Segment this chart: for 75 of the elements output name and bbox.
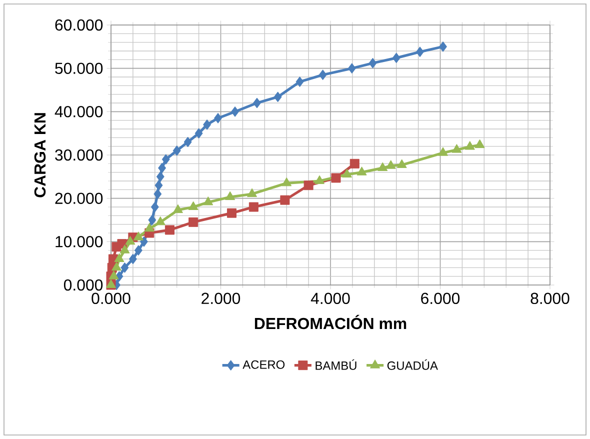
point [154, 180, 163, 191]
point [314, 175, 325, 184]
point [416, 46, 424, 58]
point [156, 171, 164, 182]
point [184, 136, 192, 148]
point [452, 144, 462, 153]
point [280, 195, 290, 205]
point [378, 162, 388, 171]
point [194, 128, 203, 139]
y-tick-label: 30.000 [55, 149, 103, 161]
point [318, 70, 327, 80]
y-tick-label: 40.000 [54, 106, 103, 118]
point [274, 92, 282, 102]
point [158, 162, 166, 174]
point [392, 52, 400, 64]
point [154, 188, 162, 200]
point [162, 154, 170, 165]
legend-label: BAMBÚ [316, 359, 356, 370]
point [252, 98, 261, 108]
point [282, 177, 292, 186]
point [111, 262, 122, 271]
point [108, 270, 119, 280]
y-axis-title: CARGA KN [34, 113, 46, 198]
point [164, 225, 174, 235]
point [203, 196, 214, 206]
legend-label: GUADÚA [387, 359, 438, 370]
point [150, 202, 159, 212]
point [172, 145, 181, 156]
point [148, 214, 156, 226]
point [214, 112, 222, 124]
point [386, 160, 396, 169]
y-tick-label: 60.000 [55, 19, 103, 31]
point [140, 236, 148, 247]
point [125, 236, 136, 245]
point [144, 222, 154, 232]
x-tick-label: 8.000 [530, 292, 570, 304]
point [120, 262, 129, 273]
point [304, 180, 314, 190]
point [155, 216, 166, 226]
point [438, 147, 448, 156]
x-tick-label: 6.000 [421, 292, 460, 304]
point [133, 232, 144, 240]
x-tick-label: 0.000 [92, 292, 130, 304]
x-tick-label: 4.000 [310, 292, 350, 304]
point [342, 168, 352, 178]
point [226, 208, 236, 218]
point [396, 159, 407, 168]
point [188, 217, 198, 227]
point [438, 41, 447, 52]
point [296, 76, 304, 88]
point [356, 166, 367, 176]
x-axis-title: DEFROMACIÓN mm [254, 314, 406, 330]
point [134, 245, 142, 256]
point [331, 173, 341, 183]
point [464, 141, 475, 150]
point [474, 139, 485, 148]
y-tick-label: 50.000 [55, 62, 103, 74]
point [128, 254, 137, 264]
legend-label: ACERO [242, 360, 285, 369]
point [350, 158, 360, 168]
point [368, 58, 377, 68]
point [203, 119, 212, 130]
point [172, 204, 183, 214]
point [348, 63, 356, 74]
x-tick-label: 2.000 [202, 292, 240, 304]
y-tick-label: 0.000 [64, 279, 103, 291]
point [248, 202, 258, 212]
point [120, 244, 130, 254]
point [188, 201, 198, 210]
point [114, 253, 124, 262]
point [247, 188, 258, 197]
point [225, 191, 236, 200]
point [231, 106, 240, 117]
y-tick-label: 20.000 [55, 192, 103, 204]
y-tick-label: 10.000 [56, 236, 103, 248]
